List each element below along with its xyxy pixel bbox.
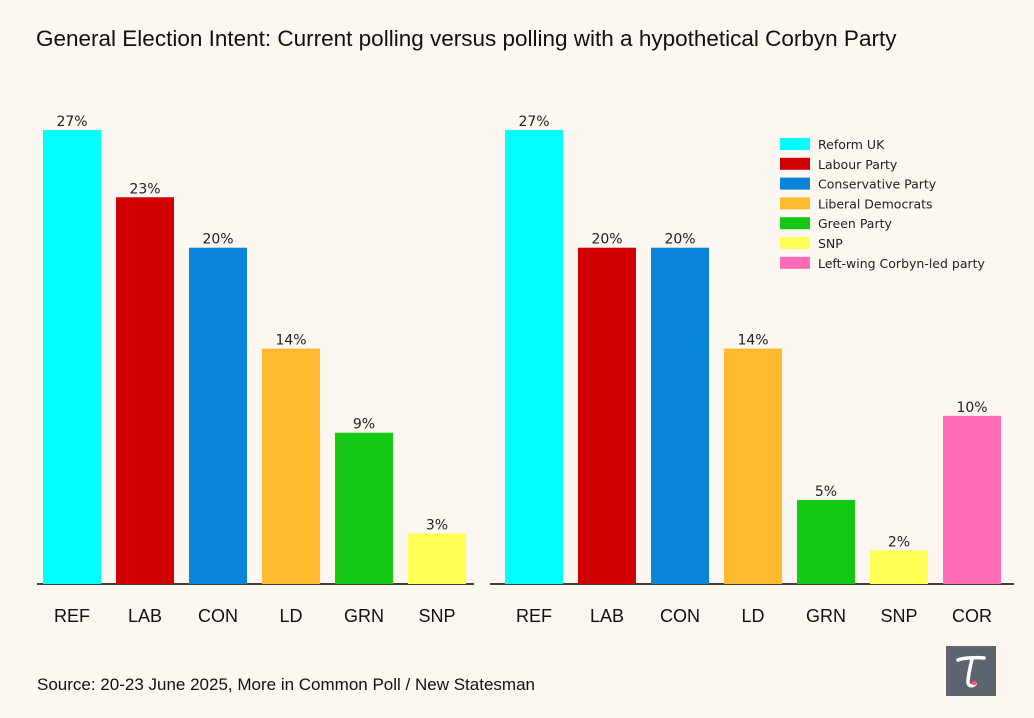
x-tick-label: LAB: [128, 606, 162, 626]
legend-swatch-ref: [780, 138, 810, 150]
x-tick-label: REF: [516, 606, 552, 626]
legend-label: Liberal Democrats: [818, 196, 933, 211]
legend-label: Left-wing Corbyn-led party: [818, 256, 986, 271]
x-tick-label: COR: [952, 606, 992, 626]
bar-con: [189, 247, 247, 584]
x-tick-label: SNP: [880, 606, 917, 626]
legend-swatch-lab: [780, 157, 810, 170]
bar-lab: [116, 197, 174, 584]
bar-value-label: 14%: [275, 333, 306, 349]
chart-title: General Election Intent: Current polling…: [36, 26, 897, 51]
x-tick-label: LD: [279, 606, 302, 626]
bar-snp: [870, 550, 928, 584]
bar-value-label: 14%: [737, 333, 768, 349]
bar-con: [651, 247, 709, 584]
legend-label: Green Party: [818, 216, 893, 231]
x-tick-label: SNP: [418, 606, 455, 626]
bar-value-label: 5%: [815, 484, 837, 500]
bar-value-label: 27%: [56, 114, 87, 130]
bar-value-label: 10%: [956, 400, 987, 416]
bar-value-label: 2%: [888, 534, 910, 550]
legend-swatch-con: [780, 177, 810, 190]
x-tick-label: GRN: [806, 606, 846, 626]
bar-ref: [43, 130, 101, 584]
tortoise-t-icon: [956, 655, 986, 688]
bar-value-label: 27%: [518, 114, 549, 130]
bar-snp: [408, 533, 466, 584]
legend-swatch-cor: [780, 256, 810, 269]
x-tick-label: GRN: [344, 606, 384, 626]
bar-value-label: 23%: [129, 181, 160, 197]
x-tick-label: CON: [660, 606, 700, 626]
legend-label: Reform UK: [818, 137, 885, 152]
bar-value-label: 20%: [591, 232, 622, 248]
bar-grn: [797, 499, 855, 584]
bar-ld: [262, 348, 320, 584]
legend-label: SNP: [818, 236, 843, 251]
bar-value-label: 3%: [426, 518, 448, 534]
bar-value-label: 20%: [202, 232, 233, 248]
bar-value-label: 9%: [353, 417, 375, 433]
bar-cor: [943, 415, 1001, 584]
bar-lab: [578, 247, 636, 584]
legend-label: Conservative Party: [818, 177, 937, 192]
legend-label: Labour Party: [818, 157, 898, 172]
legend-swatch-grn: [780, 217, 810, 230]
x-tick-label: LD: [741, 606, 764, 626]
x-tick-label: CON: [198, 606, 238, 626]
bar-grn: [335, 432, 393, 584]
legend-swatch-snp: [780, 237, 810, 249]
source-note: Source: 20-23 June 2025, More in Common …: [37, 675, 535, 694]
x-tick-label: REF: [54, 606, 90, 626]
publisher-logo: [946, 646, 996, 696]
legend-swatch-ld: [780, 197, 810, 210]
bar-ref: [505, 130, 563, 584]
bar-ld: [724, 348, 782, 584]
x-tick-label: LAB: [590, 606, 624, 626]
bar-value-label: 20%: [664, 232, 695, 248]
